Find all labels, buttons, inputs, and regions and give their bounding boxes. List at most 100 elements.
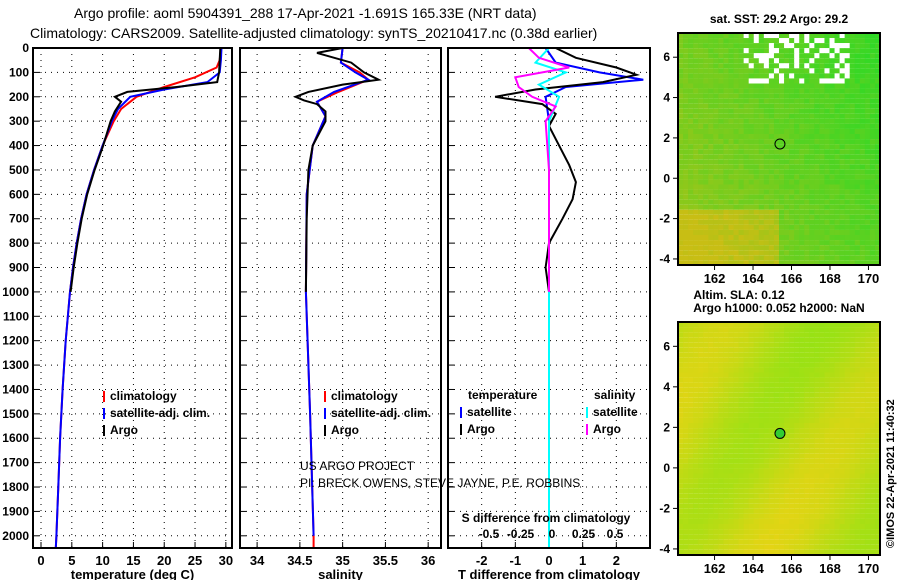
map-cell bbox=[683, 362, 689, 368]
map-cell bbox=[693, 518, 699, 524]
map-cell bbox=[859, 184, 866, 190]
map-cell bbox=[703, 108, 709, 114]
map-cell bbox=[829, 43, 836, 49]
map-cell bbox=[728, 53, 735, 59]
map-cell bbox=[824, 93, 830, 99]
map-cell bbox=[844, 103, 851, 109]
map-cell bbox=[779, 93, 785, 99]
map-cell bbox=[683, 219, 689, 225]
map-cell bbox=[794, 347, 800, 353]
map-cell bbox=[718, 169, 724, 175]
map-cell bbox=[693, 508, 699, 514]
map-cell bbox=[748, 443, 755, 449]
map-cell bbox=[824, 73, 830, 79]
map-cell bbox=[829, 372, 836, 378]
map-cell bbox=[864, 473, 871, 479]
map-cell bbox=[758, 332, 765, 338]
map-cell bbox=[834, 250, 841, 256]
map-cell bbox=[733, 498, 740, 504]
map-cell bbox=[753, 78, 760, 84]
map-cell bbox=[678, 159, 684, 165]
map-cell bbox=[859, 164, 866, 170]
map-cell bbox=[844, 108, 851, 114]
map-cell bbox=[839, 123, 846, 129]
map-cell bbox=[829, 164, 836, 170]
map-cell bbox=[784, 144, 790, 150]
map-cell bbox=[864, 83, 871, 89]
map-cell bbox=[723, 438, 729, 444]
map-cell bbox=[728, 407, 735, 413]
map-cell bbox=[738, 322, 745, 328]
map-cell bbox=[683, 139, 689, 145]
map-cell bbox=[794, 224, 800, 230]
map-cell bbox=[794, 539, 800, 545]
map-cell bbox=[824, 33, 830, 39]
map-cell bbox=[728, 367, 735, 373]
map-cell bbox=[779, 164, 785, 170]
map-cell bbox=[804, 453, 810, 459]
map-cell bbox=[738, 549, 745, 555]
map-cell bbox=[839, 199, 846, 205]
map-cell bbox=[678, 245, 684, 251]
map-cell bbox=[829, 503, 836, 509]
map-cell bbox=[753, 443, 760, 449]
map-cell bbox=[779, 518, 785, 524]
map-cell bbox=[683, 123, 689, 129]
map-cell bbox=[758, 463, 765, 469]
map-cell bbox=[768, 513, 775, 519]
map-cell bbox=[854, 128, 861, 134]
map-cell bbox=[703, 347, 709, 353]
map-cell bbox=[789, 179, 795, 185]
map-cell bbox=[708, 433, 714, 439]
map-cell bbox=[718, 214, 724, 220]
map-cell bbox=[779, 539, 785, 545]
map-cell bbox=[869, 73, 876, 79]
map-cell bbox=[748, 260, 755, 265]
map-cell bbox=[779, 332, 785, 338]
map-cell bbox=[834, 169, 841, 175]
map-cell bbox=[819, 78, 825, 84]
map-cell bbox=[733, 377, 740, 383]
map-cell bbox=[758, 53, 765, 59]
map-cell bbox=[763, 38, 770, 44]
map-cell bbox=[748, 179, 755, 185]
map-cell bbox=[708, 508, 714, 514]
map-cell bbox=[698, 352, 704, 358]
map-cell bbox=[748, 423, 755, 429]
map-cell bbox=[829, 174, 836, 180]
map-cell bbox=[738, 327, 745, 333]
map-cell bbox=[859, 322, 866, 328]
map-cell bbox=[839, 113, 846, 119]
map-cell bbox=[753, 224, 760, 230]
map-cell bbox=[698, 372, 704, 378]
map-cell bbox=[809, 113, 815, 119]
map-cell bbox=[794, 199, 800, 205]
map-cell bbox=[688, 493, 694, 499]
map-cell bbox=[753, 144, 760, 150]
map-cell bbox=[834, 113, 841, 119]
map-cell bbox=[829, 478, 836, 484]
y-tick-label: 6 bbox=[663, 339, 670, 353]
map-cell bbox=[799, 513, 805, 519]
map-cell bbox=[728, 549, 735, 555]
map-cell bbox=[804, 113, 810, 119]
map-cell bbox=[804, 473, 810, 479]
map-cell bbox=[693, 128, 699, 134]
map-cell bbox=[768, 255, 775, 261]
map-cell bbox=[869, 169, 876, 175]
map-cell bbox=[773, 209, 780, 215]
map-cell bbox=[733, 513, 740, 519]
map-cell bbox=[859, 250, 866, 256]
map-cell bbox=[683, 169, 689, 175]
map-cell bbox=[753, 108, 760, 114]
map-cell bbox=[748, 63, 755, 69]
map-cell bbox=[834, 544, 841, 550]
map-cell bbox=[799, 322, 805, 328]
map-cell bbox=[753, 473, 760, 479]
map-cell bbox=[723, 93, 729, 99]
map-cell bbox=[804, 407, 810, 413]
map-cell bbox=[748, 357, 755, 363]
map-cell bbox=[728, 189, 735, 195]
map-cell bbox=[794, 194, 800, 200]
map-cell bbox=[824, 342, 830, 348]
